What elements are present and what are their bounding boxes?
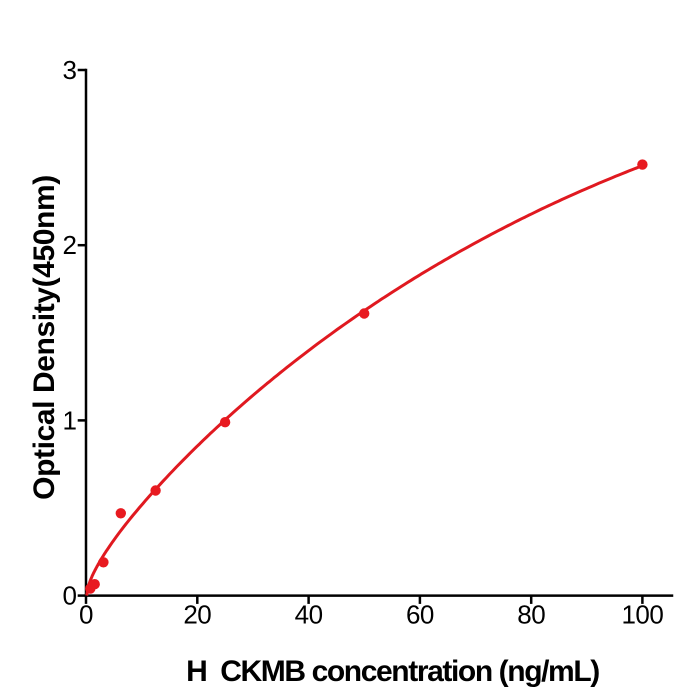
svg-text:80: 80	[517, 600, 545, 630]
svg-text:H CKMB concentration (ng/mL): H CKMB concentration (ng/mL)	[186, 655, 599, 688]
svg-text:Optical Density(450nm): Optical Density(450nm)	[28, 175, 61, 500]
svg-text:20: 20	[183, 600, 211, 630]
svg-text:2: 2	[63, 230, 77, 260]
svg-text:1: 1	[63, 405, 77, 435]
svg-text:3: 3	[63, 55, 77, 85]
svg-text:100: 100	[621, 600, 663, 630]
svg-text:0: 0	[79, 600, 93, 630]
svg-text:60: 60	[406, 600, 434, 630]
svg-text:0: 0	[63, 581, 77, 611]
svg-text:40: 40	[295, 600, 323, 630]
